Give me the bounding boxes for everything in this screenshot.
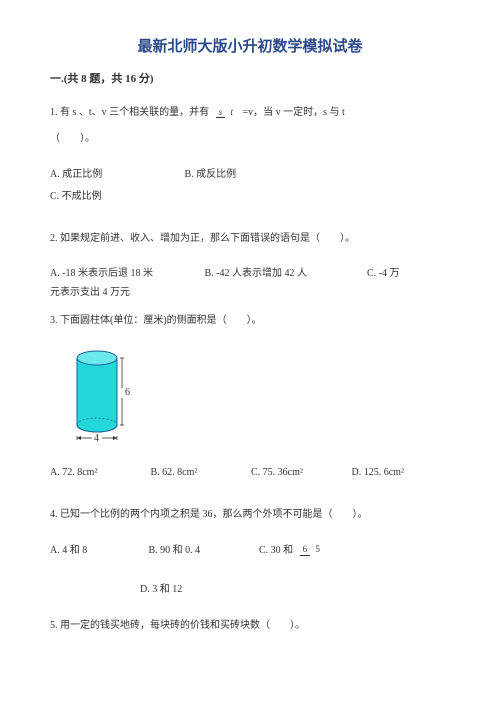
q2-option-c: C. -4 万: [367, 264, 447, 283]
cylinder-height-label: 6: [125, 387, 130, 398]
q3-option-a: A. 72. 8cm²: [50, 462, 148, 484]
q4-option-c-frac: 6 5: [300, 545, 323, 556]
question-3: 3. 下面圆柱体(单位：厘米)的侧面积是（ ）。: [50, 308, 450, 334]
q4-option-a: A. 4 和 8: [50, 540, 146, 562]
cylinder-figure: 6 4: [70, 340, 450, 448]
question-5: 5. 用一定的钱买地砖，每块砖的价钱和买砖块数（ ）。: [50, 613, 450, 639]
cylinder-width-label: 4: [94, 433, 99, 444]
q4-c-den: 5: [312, 545, 323, 555]
question-4: 4. 已知一个比例的两个内项之积是 36，那么两个外项不可能是（ ）。: [50, 502, 450, 528]
exam-title: 最新北师大版小升初数学模拟试卷: [50, 35, 450, 56]
q1-text-b: =v，当 v 一定时，s 与 t: [242, 107, 344, 118]
q4-option-d: D. 3 和 12: [140, 580, 450, 595]
q2-options: A. -18 米表示后退 18 米 B. -42 人表示增加 42 人 C. -…: [50, 264, 450, 302]
question-1: 1. 有 s 、t、v 三个相关联的量，并有 s t =v，当 v 一定时，s …: [50, 100, 450, 152]
q1-options: A. 成正比例 B. 成反比例 C. 不成比例: [50, 164, 450, 208]
q2-option-c2: 元表示支出 4 万元: [50, 283, 130, 302]
q4-option-c: C. 30 和 6 5: [259, 540, 379, 562]
q1-option-b: B. 成反比例: [185, 164, 317, 186]
q4-c-num: 6: [300, 545, 311, 556]
q1-text-a: 1. 有 s 、t、v 三个相关联的量，并有: [50, 107, 209, 118]
q2-option-b: B. -42 人表示增加 42 人: [205, 264, 365, 283]
q1-fraction: s t: [216, 108, 236, 118]
q1-frac-den: t: [227, 107, 236, 117]
q3-options: A. 72. 8cm² B. 62. 8cm² C. 75. 36cm² D. …: [50, 462, 450, 484]
q1-text-c: （ ）。: [50, 133, 95, 144]
q3-option-d: D. 125. 6cm²: [352, 462, 450, 484]
q2-option-a: A. -18 米表示后退 18 米: [50, 264, 202, 283]
q1-frac-num: s: [216, 107, 226, 118]
q1-option-a: A. 成正比例: [50, 164, 182, 186]
q3-option-b: B. 62. 8cm²: [151, 462, 249, 484]
q4-option-c-pre: C. 30 和: [259, 540, 293, 562]
section-header: 一.(共 8 题，共 16 分): [50, 70, 450, 86]
q1-option-c: C. 不成比例: [50, 186, 182, 208]
question-2: 2. 如果规定前进、收入、增加为正，那么下面错误的语句是（ ）。: [50, 226, 450, 252]
q4-options: A. 4 和 8 B. 90 和 0. 4 C. 30 和 6 5: [50, 540, 450, 562]
q3-option-c: C. 75. 36cm²: [251, 462, 349, 484]
q4-option-b: B. 90 和 0. 4: [149, 540, 257, 562]
